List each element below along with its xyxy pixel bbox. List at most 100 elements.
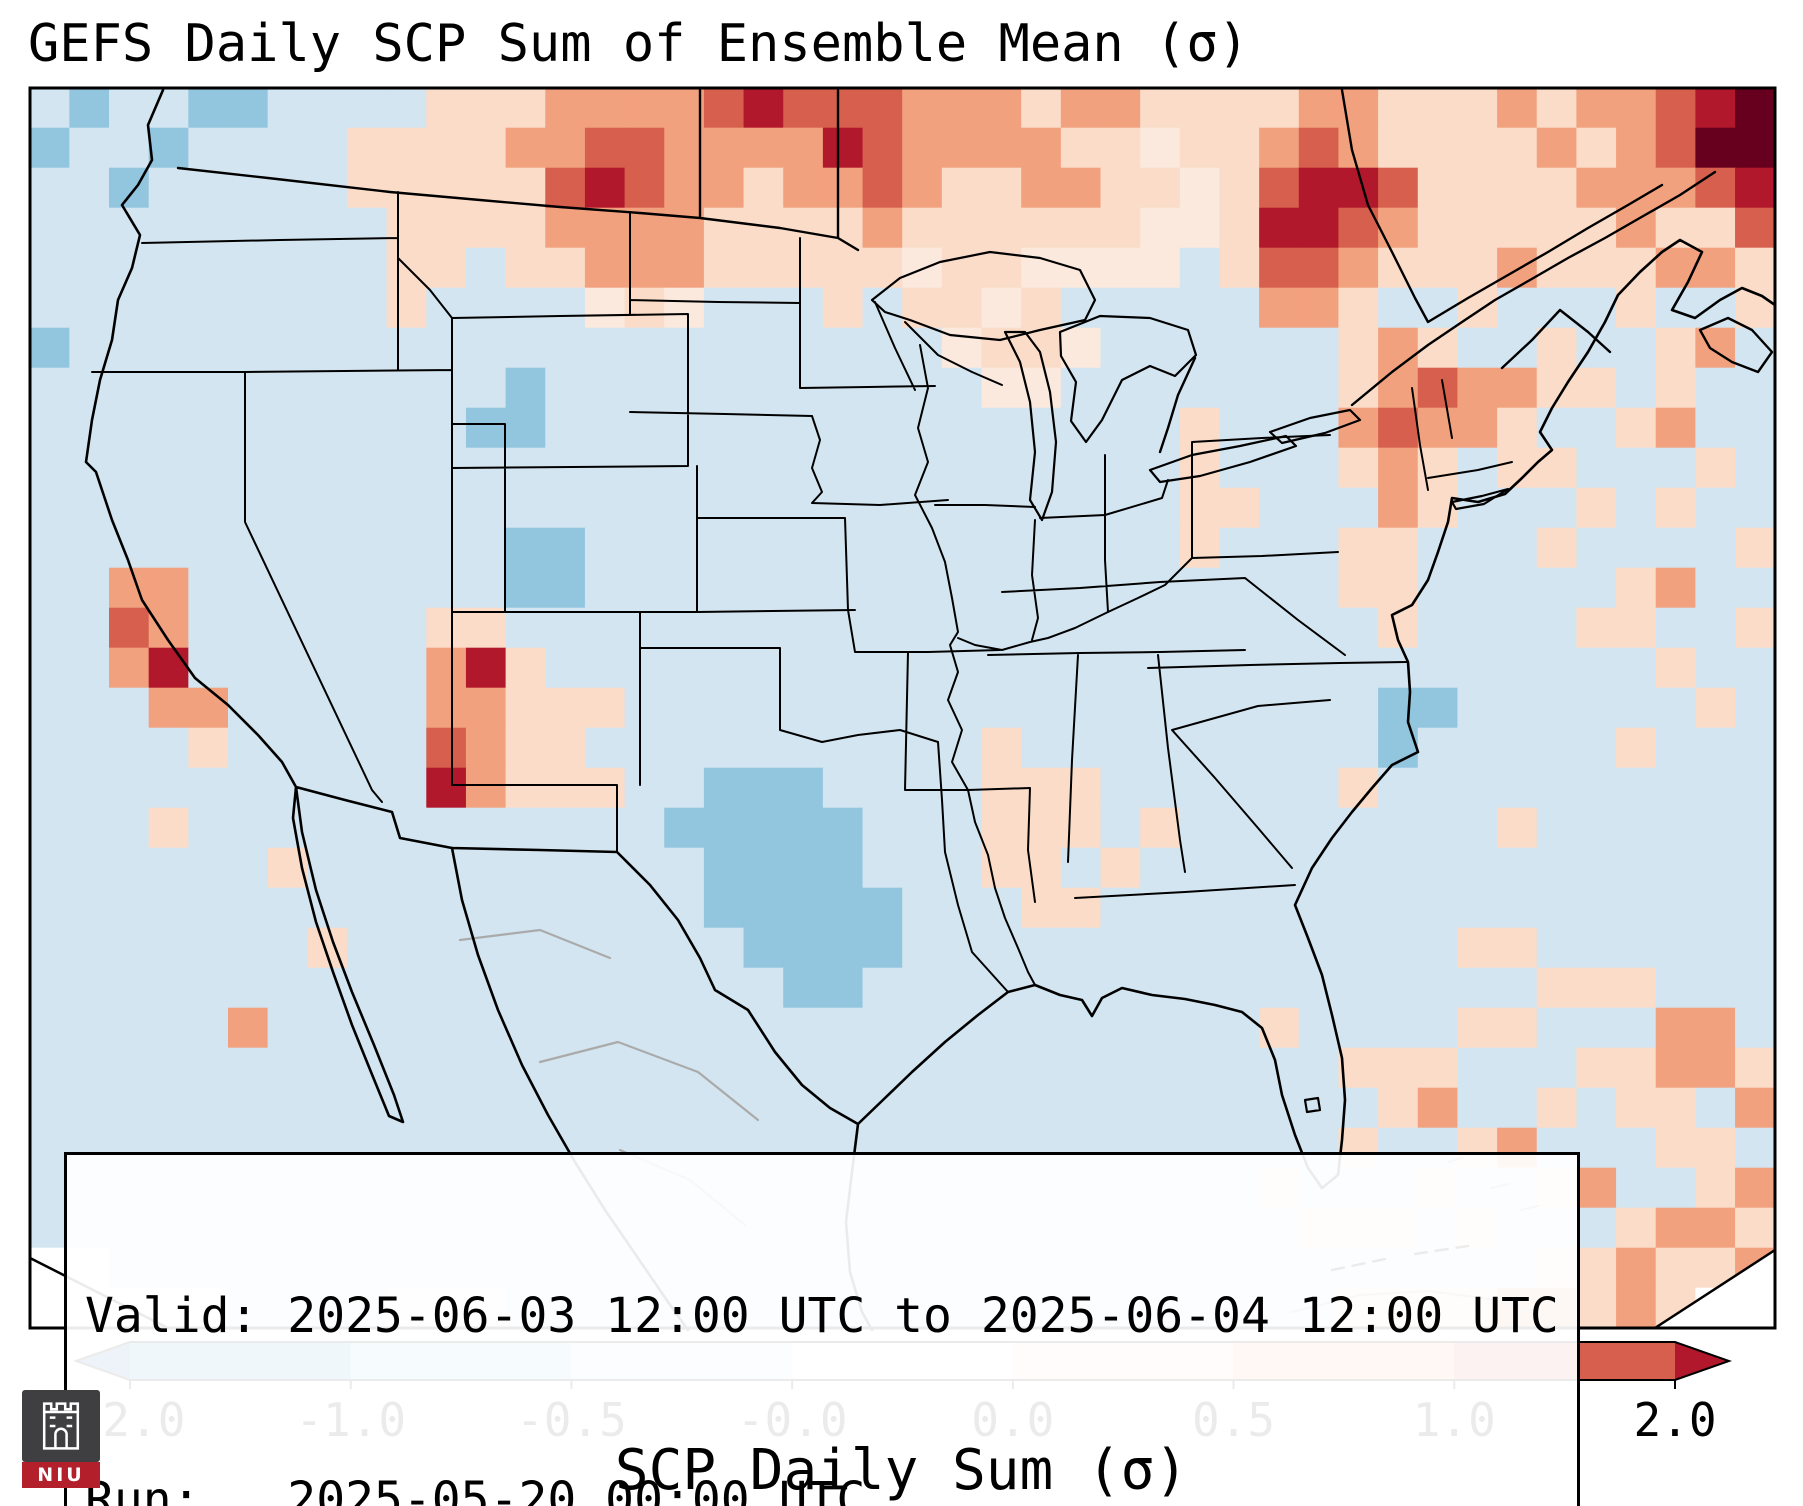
heatmap-cell — [624, 967, 665, 1009]
heatmap-cell — [1536, 967, 1578, 1009]
heatmap-cell — [465, 87, 507, 129]
heatmap-cell — [1655, 287, 1696, 329]
heatmap-cell — [624, 727, 665, 769]
heatmap-cell — [584, 647, 626, 689]
heatmap-cell — [426, 167, 467, 209]
heatmap-cell — [1457, 407, 1498, 449]
heatmap-cell — [902, 927, 943, 969]
heatmap-cell — [822, 607, 864, 649]
heatmap-cell — [1378, 1087, 1419, 1129]
heatmap-cell — [1536, 407, 1578, 449]
heatmap-cell — [148, 1087, 189, 1129]
heatmap-cell — [941, 647, 983, 689]
run-line: Run: 2025-05-20 00:00 UTC — [85, 1472, 866, 1506]
heatmap-cell — [1497, 607, 1538, 649]
heatmap-cell — [1457, 847, 1498, 889]
heatmap-cell — [1378, 327, 1419, 369]
heatmap-cell — [1536, 1087, 1578, 1129]
heatmap-cell — [664, 647, 705, 689]
heatmap-cell — [902, 567, 943, 609]
heatmap-cell — [584, 207, 626, 249]
heatmap-cell — [703, 727, 745, 769]
heatmap-cell — [386, 767, 427, 809]
heatmap-cell — [1735, 767, 1776, 809]
heatmap-cell — [188, 847, 229, 889]
heatmap-cell — [1100, 607, 1141, 649]
heatmap-cell — [1298, 727, 1340, 769]
heatmap-cell — [1616, 1007, 1657, 1049]
heatmap-cell — [1655, 927, 1696, 969]
heatmap-cell — [902, 687, 943, 729]
heatmap-cell — [228, 327, 269, 369]
heatmap-cell — [1616, 327, 1657, 369]
heatmap-cell — [1695, 167, 1736, 209]
heatmap-cell — [1417, 167, 1459, 209]
heatmap-cell — [783, 1047, 824, 1089]
heatmap-cell — [1735, 967, 1776, 1009]
heatmap-cell — [1735, 1167, 1776, 1209]
heatmap-cell — [1219, 87, 1260, 129]
heatmap-cell — [1100, 1007, 1141, 1049]
heatmap-cell — [584, 87, 626, 129]
heatmap-cell — [783, 847, 824, 889]
heatmap-cell — [584, 967, 626, 1009]
heatmap-cell — [1140, 727, 1181, 769]
heatmap-cell — [69, 607, 110, 649]
heatmap-cell — [426, 1047, 467, 1089]
heatmap-cell — [822, 287, 864, 329]
coastline — [84, 88, 1777, 1332]
heatmap-cell — [743, 127, 784, 169]
heatmap-cell — [783, 647, 824, 689]
heatmap-cell — [1695, 847, 1736, 889]
heatmap-cell — [1298, 647, 1340, 689]
heatmap-cell — [228, 607, 269, 649]
heatmap-cell — [862, 487, 903, 529]
heatmap-cell — [1219, 367, 1260, 409]
heatmap-cell — [1140, 127, 1181, 169]
heatmap-cell — [29, 287, 70, 329]
heatmap-cell — [1140, 167, 1181, 209]
heatmap-cell — [505, 87, 546, 129]
heatmap-cell — [1298, 807, 1340, 849]
heatmap-cell — [1735, 127, 1776, 169]
heatmap-cell — [505, 967, 546, 1009]
heatmap-cell — [1655, 127, 1696, 169]
heatmap-cell — [981, 447, 1022, 489]
heatmap-cell — [148, 167, 189, 209]
heatmap-cell — [624, 287, 665, 329]
heatmap-cell — [346, 247, 388, 289]
heatmap-cell — [743, 367, 784, 409]
heatmap-cell — [426, 1007, 467, 1049]
heatmap-cell — [228, 887, 269, 929]
heatmap-cell — [228, 847, 269, 889]
heatmap-cell — [664, 527, 705, 569]
heatmap-cell — [1695, 607, 1736, 649]
heatmap-cell — [862, 367, 903, 409]
heatmap-cell — [1695, 807, 1736, 849]
heatmap-cell — [267, 407, 308, 449]
heatmap-cell — [1417, 367, 1459, 409]
heatmap-cell — [1536, 287, 1578, 329]
niu-logo-text: NIU — [22, 1462, 100, 1488]
heatmap-cell — [862, 1047, 903, 1089]
map-line-work — [84, 88, 1777, 1332]
heatmap-cell — [307, 727, 348, 769]
heatmap-cell — [1457, 527, 1498, 569]
heatmap-cell — [69, 967, 110, 1009]
heatmap-cell — [1616, 607, 1657, 649]
heatmap-cell — [346, 607, 388, 649]
heatmap-cell — [1655, 567, 1696, 609]
heatmap-cell — [188, 1087, 229, 1129]
heatmap-cell — [822, 527, 864, 569]
heatmap-cell — [307, 127, 348, 169]
heatmap-cell — [307, 807, 348, 849]
heatmap-cell — [1140, 487, 1181, 529]
heatmap-cell — [1735, 367, 1776, 409]
heatmap-cell — [981, 527, 1022, 569]
heatmap-cell — [822, 247, 864, 289]
heatmap-cell — [1457, 767, 1498, 809]
heatmap-cell — [1417, 407, 1459, 449]
heatmap-cell — [1655, 407, 1696, 449]
heatmap-cell — [1616, 1207, 1657, 1249]
valid-line: Valid: 2025-06-03 12:00 UTC to 2025-06-0… — [85, 1287, 1559, 1344]
